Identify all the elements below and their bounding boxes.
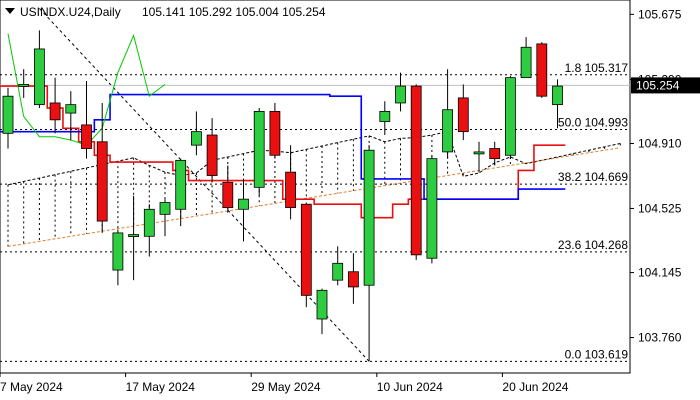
y-axis-label: 104.145 (638, 266, 682, 280)
candle-body (175, 159, 187, 210)
collapse-triangle-icon[interactable] (5, 8, 15, 14)
symbol-label: USINDX.U24,Daily (20, 5, 121, 19)
candle-body (269, 110, 281, 156)
y-axis-label: 104.525 (638, 201, 682, 215)
fib-level-label: 0.0 103.619 (565, 347, 629, 361)
candle-body (112, 232, 124, 271)
senkou-span-b-line (7, 147, 621, 247)
candle-body (552, 85, 563, 106)
candle-body (206, 134, 218, 176)
candle-body (222, 181, 234, 208)
candle-body (489, 148, 501, 160)
candle-body (81, 124, 92, 149)
ohlc-values: 105.141 105.292 105.004 105.254 (142, 5, 326, 19)
candle-body (442, 109, 454, 153)
x-axis-label: 29 May 2024 (251, 380, 321, 394)
fib-level-label: 1.8 105.317 (565, 61, 629, 75)
y-axis-label: 103.760 (638, 331, 682, 345)
fib-level-label: 38.2 104.669 (558, 170, 628, 184)
candle-body (143, 208, 155, 237)
candle-body (96, 141, 108, 222)
x-axis-label: 10 Jun 2024 (377, 380, 443, 394)
candle-body (410, 85, 422, 256)
candle-body (128, 234, 140, 238)
candle-body (34, 48, 45, 106)
candle-body (2, 95, 14, 134)
candle-body (285, 171, 297, 208)
x-axis-label: 17 May 2024 (126, 380, 196, 394)
fib-trendline (39, 8, 370, 362)
candle-body (426, 158, 438, 259)
candle-body (363, 149, 375, 286)
candle-body (190, 131, 202, 146)
kijun-sen-line (0, 93, 566, 200)
candle-body (457, 97, 469, 133)
candle-body (316, 289, 328, 320)
candle-body (332, 262, 344, 281)
candle-body (300, 203, 312, 296)
x-axis-label: 20 Jun 2024 (502, 380, 568, 394)
candle-body (347, 271, 359, 288)
candle-body (238, 198, 249, 210)
candle-body (504, 77, 516, 156)
fib-level-label: 50.0 104.993 (558, 115, 628, 129)
candle-body (65, 104, 77, 114)
candle-body (473, 151, 485, 155)
chart-header: USINDX.U24,Daily 105.141 105.292 105.004… (5, 5, 326, 19)
candles-layer (2, 30, 563, 362)
candle-body (379, 110, 391, 122)
x-axis-label: 7 May 2024 (0, 380, 63, 394)
fib-level-label: 23.6 104.268 (558, 238, 628, 252)
y-axis-label: 105.675 (638, 7, 682, 21)
plot-area (0, 0, 631, 374)
candle-body (159, 202, 171, 215)
candle-body (18, 83, 30, 87)
y-axis-label: 104.910 (638, 136, 682, 150)
current-price-badge (631, 77, 700, 94)
candle-body (395, 85, 406, 104)
candle-body (520, 46, 532, 79)
candle-body (49, 102, 61, 121)
axes-layer: 105.675105.290104.910104.525104.145103.7… (0, 7, 700, 394)
candle-body (253, 110, 265, 188)
current-price-label: 105.254 (636, 78, 680, 92)
candle-body (536, 43, 548, 97)
